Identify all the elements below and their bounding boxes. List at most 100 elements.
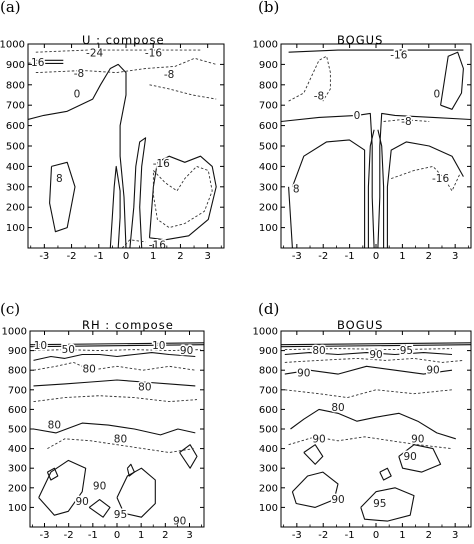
ytick-label-1-4: 500 [259,142,278,153]
xtick-label-1-1: -2 [318,251,328,262]
contour-solid-2-10 [179,444,198,469]
xtick-label-1-6: 3 [452,251,458,262]
contour-label-2-6: 80 [48,420,61,432]
contour-label-3-8: 90 [404,451,417,463]
contour-label-1-4: -8 [401,116,411,128]
xtick-label-2-0: -3 [40,530,50,541]
ytick-label-3-8: 900 [259,346,278,357]
ytick-label-1-5: 600 [259,121,278,132]
xtick-label-3-6: 3 [452,530,458,541]
contour-dashed-0-1 [35,57,217,74]
ytick-label-3-9: 1000 [253,327,278,338]
xtick-label-2-6: 3 [186,530,192,541]
plot-frame-1 [280,43,472,249]
ytick-label-0-0: 100 [6,223,25,234]
contour-solid-1-3 [367,129,375,248]
contour-label-3-9: 95 [373,498,386,510]
contour-label-2-7: 80 [114,433,127,445]
ytick-label-1-1: 200 [259,203,278,214]
contour-solid-2-3 [33,379,196,387]
contour-solid-3-7 [398,444,442,473]
xtick-label-0-4: 1 [150,251,156,262]
contour-solid-2-1 [30,344,204,348]
ytick-label-3-3: 400 [259,444,278,455]
contour-label-2-9: 90 [76,496,89,508]
ytick-label-2-1: 200 [8,483,27,494]
ytick-label-1-9: 1000 [253,40,278,51]
ytick-label-1-2: 300 [259,182,278,193]
contour-solid-1-5 [440,51,464,110]
xtick-label-2-3: 0 [114,530,120,541]
contour-solid-2-2 [33,352,196,361]
xtick-label-1-4: 1 [399,251,405,262]
ytick-label-2-9: 1000 [2,327,27,338]
contour-dashed-2-2 [33,395,198,403]
xtick-label-2-4: 1 [138,530,144,541]
contour-label-1-5: -16 [432,173,449,185]
xtick-label-3-4: 1 [399,530,405,541]
contour-label-2-1: 50 [62,344,75,356]
contour-label-0-5: 0 [74,88,81,100]
ytick-label-1-6: 700 [259,101,278,112]
ytick-label-2-6: 700 [8,385,27,396]
xtick-label-2-5: 2 [162,530,168,541]
contour-solid-1-4 [377,129,385,248]
contour-dashed-2-0 [33,349,201,352]
xtick-label-0-3: 0 [123,251,129,262]
contour-solid-2-4 [33,422,196,436]
contour-dashed-3-0 [284,348,453,351]
contour-label-3-6: 90 [312,433,325,445]
contour-label-2-0: 10 [34,340,47,352]
ytick-label-0-6: 700 [6,101,25,112]
ytick-label-2-7: 800 [8,366,27,377]
contour-label-0-7: -16 [153,158,170,170]
xtick-label-3-5: 2 [426,530,432,541]
ytick-label-3-7: 800 [259,366,278,377]
ytick-label-3-6: 700 [259,385,278,396]
contour-solid-3-5 [291,471,339,508]
xtick-label-2-1: -2 [64,530,74,541]
ytick-label-1-3: 400 [259,162,278,173]
contour-dashed-0-3 [152,165,213,229]
contour-label-2-5: 80 [138,381,151,393]
xtick-label-0-6: 3 [204,251,210,262]
contour-label-1-6: 8 [293,183,300,195]
contour-dashed-2-1 [33,361,196,371]
contour-solid-3-9 [379,467,392,481]
contour-dashed-0-4 [121,239,146,248]
contour-label-2-3: 90 [180,345,193,357]
contour-label-0-1: -16 [145,48,162,60]
contour-label-1-0: -16 [390,50,407,62]
contour-dashed-0-2 [149,84,217,100]
contour-label-3-7: 90 [411,433,424,445]
ytick-label-1-0: 100 [259,223,278,234]
contour-dashed-3-3 [288,436,453,450]
ytick-label-0-3: 400 [6,162,25,173]
contour-label-3-10: 90 [331,494,344,506]
ytick-label-0-8: 900 [6,60,25,71]
xtick-label-0-2: -1 [94,251,104,262]
contour-dashed-1-1 [383,119,430,122]
ytick-label-3-1: 200 [259,483,278,494]
panel-c-letter: (c) [0,300,21,318]
ytick-label-0-7: 800 [6,80,25,91]
contour-label-0-8: -16 [149,239,166,251]
ytick-label-0-2: 300 [6,182,25,193]
panel-d-title: BOGUS [337,318,384,332]
ytick-label-3-0: 100 [259,503,278,514]
contour-solid-1-7 [386,141,464,248]
contour-label-0-0: -24 [86,48,103,60]
xtick-label-3-3: 0 [373,530,379,541]
ytick-label-2-2: 300 [8,464,27,475]
panel-b-letter: (b) [258,0,280,16]
ytick-label-3-2: 300 [259,464,278,475]
xtick-label-1-2: -1 [345,251,355,262]
contour-label-1-1: -8 [314,91,324,103]
xtick-label-0-0: -3 [39,251,49,262]
xtick-label-0-5: 2 [177,251,183,262]
contour-dashed-1-2 [391,165,461,192]
contour-label-3-1: 90 [297,368,310,380]
contour-dashed-1-0 [288,55,331,102]
contour-label-1-3: 0 [433,88,440,100]
